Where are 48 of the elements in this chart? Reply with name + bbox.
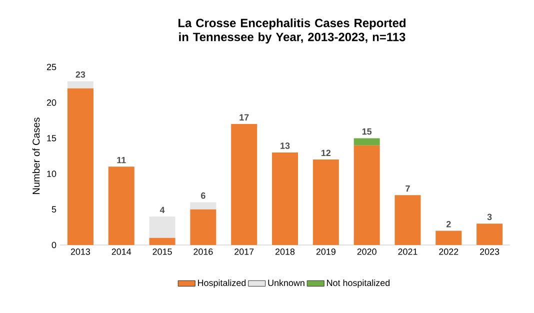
bar [67,81,94,88]
bar [394,195,421,245]
bar [354,138,380,146]
bar [312,160,339,245]
total-label: 13 [280,142,290,149]
total-label: 6 [201,192,206,199]
legend-label: Unknown [268,279,304,286]
y-tick-label: 0 [52,242,56,248]
total-label: 2 [446,220,451,228]
total-label: 17 [240,114,249,120]
bar [354,145,380,245]
y-axis-title: Number of Cases [32,118,40,194]
y-tick-label: 15 [47,135,56,142]
x-tick-label: 2018 [275,248,295,255]
total-label: 3 [487,214,492,220]
legend-label: Hospitalized [198,279,246,288]
x-tick-label: 2022 [439,248,458,255]
x-tick-label: 2023 [480,248,500,255]
bar [272,152,298,245]
bar [67,88,94,245]
x-tick-label: 2015 [152,248,172,255]
bar [149,216,176,238]
y-tick-label: 10 [47,170,56,177]
x-tick-label: 2019 [316,248,336,255]
x-tick-label: 2021 [398,248,418,255]
x-tick-label: 2017 [234,248,254,255]
y-tick-label: 25 [46,64,56,70]
bar [231,124,258,245]
total-label: 12 [321,150,331,156]
x-tick-label: 2013 [70,248,90,255]
bar [190,202,216,210]
total-label: 23 [76,71,86,78]
x-tick-label: 2014 [112,248,132,255]
total-label: 7 [406,185,410,192]
total-label: 11 [117,156,126,164]
y-tick-label: 20 [46,99,56,106]
x-tick-label: 2020 [357,248,376,255]
legend-label: Not hospitalized [327,279,390,288]
bar [190,209,216,245]
bar [149,238,176,245]
total-label: 15 [362,128,372,135]
y-tick-label: 5 [52,206,56,213]
bar [436,230,462,245]
total-label: 4 [160,206,165,213]
bar [476,224,503,245]
chart-title: La Crosse Encephalitis Cases Reported in Tennessee by Year, 2013-2023, n=113 [178,18,406,44]
x-tick-label: 2016 [194,248,213,255]
bar [108,166,134,245]
